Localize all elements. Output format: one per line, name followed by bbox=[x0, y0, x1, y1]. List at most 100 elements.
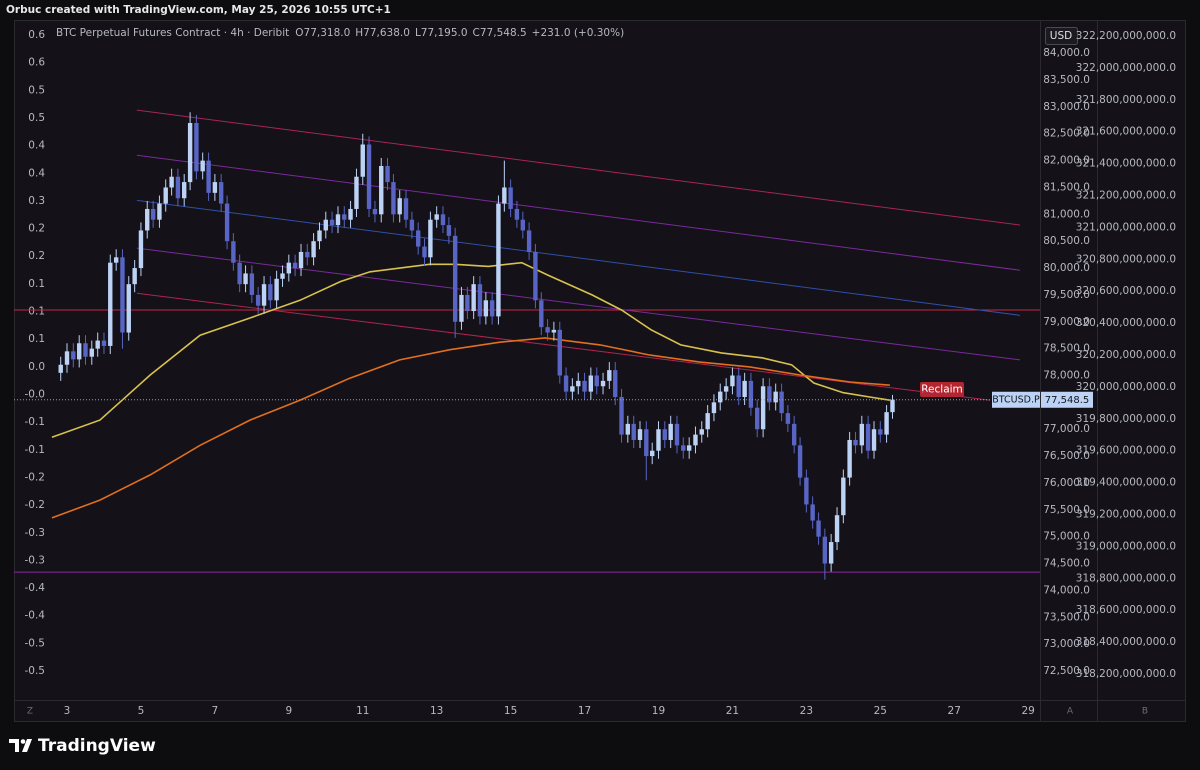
x-tick-label: 7 bbox=[212, 705, 219, 717]
candle-body bbox=[175, 176, 181, 199]
candle-body bbox=[120, 257, 125, 333]
candle-body bbox=[224, 203, 230, 242]
y-tick-label: 81,500.0 bbox=[1043, 181, 1090, 193]
y-tick-label: 82,500.0 bbox=[1043, 128, 1090, 140]
x-tick-label: 9 bbox=[285, 705, 292, 717]
y-tick-label: 74,000.0 bbox=[1043, 584, 1090, 596]
candle-body bbox=[409, 219, 415, 231]
currency-box[interactable] bbox=[1045, 27, 1078, 45]
y-tick-label: 81,000.0 bbox=[1043, 208, 1090, 220]
brand: TradingView bbox=[38, 736, 156, 756]
candle-body bbox=[686, 445, 692, 451]
legend-ohlc: L77,195.0 bbox=[415, 27, 468, 39]
candle-body bbox=[218, 182, 224, 204]
left-tick-label: 0.2 bbox=[28, 250, 45, 262]
candle-body bbox=[138, 230, 144, 269]
legend-ohlc: H77,638.0 bbox=[355, 27, 410, 39]
candle-body bbox=[834, 515, 840, 543]
y2-tick-label: 321,200,000,000.0 bbox=[1076, 190, 1176, 202]
candle-body bbox=[249, 273, 255, 295]
y2-tick-label: 322,200,000,000.0 bbox=[1076, 30, 1176, 42]
candle-body bbox=[723, 386, 729, 392]
y2-tick-label: 319,000,000,000.0 bbox=[1076, 540, 1176, 552]
candle-body bbox=[871, 429, 877, 451]
left-tick-label: 0.4 bbox=[28, 167, 45, 179]
candle-body bbox=[816, 520, 821, 537]
axis-button[interactable]: Z bbox=[27, 707, 33, 717]
axis-button[interactable]: B bbox=[1142, 707, 1148, 717]
candle-body bbox=[483, 300, 489, 317]
candle-body bbox=[187, 123, 193, 183]
candle-body bbox=[323, 219, 328, 231]
y2-tick-label: 322,000,000,000.0 bbox=[1076, 62, 1176, 74]
candle-body bbox=[693, 434, 698, 446]
symbol-box bbox=[992, 391, 1040, 408]
candle-body bbox=[502, 187, 507, 204]
trend-line bbox=[136, 109, 1021, 226]
candle-body bbox=[681, 445, 686, 451]
candle-body bbox=[607, 370, 612, 381]
left-tick-label: 0.2 bbox=[28, 223, 45, 235]
candle-body bbox=[600, 380, 606, 387]
y2-tick-label: 318,600,000,000.0 bbox=[1076, 604, 1176, 616]
left-tick-label: -0.4 bbox=[25, 582, 46, 594]
left-tick-label: -0.3 bbox=[25, 554, 46, 566]
candle-body bbox=[668, 423, 673, 440]
y-tick-label: 79,000.0 bbox=[1043, 316, 1090, 328]
moving-average bbox=[51, 261, 891, 439]
candle-body bbox=[865, 423, 871, 451]
candle-body bbox=[570, 386, 575, 392]
candle-body bbox=[576, 380, 581, 387]
y2-tick-label: 319,800,000,000.0 bbox=[1076, 413, 1176, 425]
last-price-label: 77,548.5 bbox=[1045, 395, 1090, 406]
candle-body bbox=[551, 329, 557, 333]
candle-body bbox=[594, 375, 599, 387]
candle-body bbox=[742, 380, 747, 397]
candle-body bbox=[329, 219, 335, 226]
left-tick-label: -0.5 bbox=[25, 665, 46, 677]
candle-body bbox=[656, 429, 661, 451]
y2-tick-label: 319,400,000,000.0 bbox=[1076, 477, 1176, 489]
candle-body bbox=[878, 429, 883, 435]
candle-body bbox=[360, 144, 365, 177]
y-tick-label: 77,000.0 bbox=[1043, 423, 1090, 435]
candle-body bbox=[268, 284, 273, 301]
candle-body bbox=[422, 246, 427, 258]
candle-body bbox=[477, 284, 483, 317]
y-tick-label: 84,000.0 bbox=[1043, 47, 1090, 59]
candle-body bbox=[434, 214, 439, 220]
x-tick-label: 11 bbox=[356, 705, 369, 717]
candle-body bbox=[200, 160, 205, 172]
left-tick-label: -0.3 bbox=[25, 527, 46, 539]
candle-body bbox=[791, 423, 797, 446]
candle-body bbox=[274, 278, 279, 301]
candle-body bbox=[619, 396, 624, 435]
y-tick-label: 78,000.0 bbox=[1043, 370, 1090, 382]
candle-body bbox=[317, 230, 322, 242]
y-tick-label: 76,000.0 bbox=[1043, 477, 1090, 489]
candle-body bbox=[261, 284, 267, 306]
candle-body bbox=[280, 273, 285, 279]
y-tick-label: 83,500.0 bbox=[1043, 74, 1090, 86]
left-tick-label: 0.1 bbox=[28, 333, 45, 345]
currency[interactable]: USD bbox=[1050, 30, 1072, 42]
logo-mark bbox=[9, 739, 19, 752]
candle-body bbox=[243, 273, 248, 285]
left-tick-label: -0.1 bbox=[25, 444, 46, 456]
candle-body bbox=[311, 241, 316, 258]
axis-button[interactable]: A bbox=[1067, 707, 1074, 717]
candle-body bbox=[157, 203, 162, 220]
left-tick-label: 0.5 bbox=[28, 84, 45, 96]
x-tick-label: 5 bbox=[138, 705, 145, 717]
candle-body bbox=[231, 241, 236, 263]
candle-body bbox=[71, 351, 76, 360]
candle-body bbox=[366, 144, 372, 209]
candle-body bbox=[520, 219, 526, 231]
candle-body bbox=[748, 380, 754, 408]
candle-body bbox=[298, 251, 304, 269]
y2-tick-label: 320,000,000,000.0 bbox=[1076, 381, 1176, 393]
logo-mark bbox=[22, 739, 32, 752]
left-tick-label: 0.5 bbox=[28, 112, 45, 124]
legend: BTC Perpetual Futures Contract · 4h · De… bbox=[56, 27, 624, 39]
